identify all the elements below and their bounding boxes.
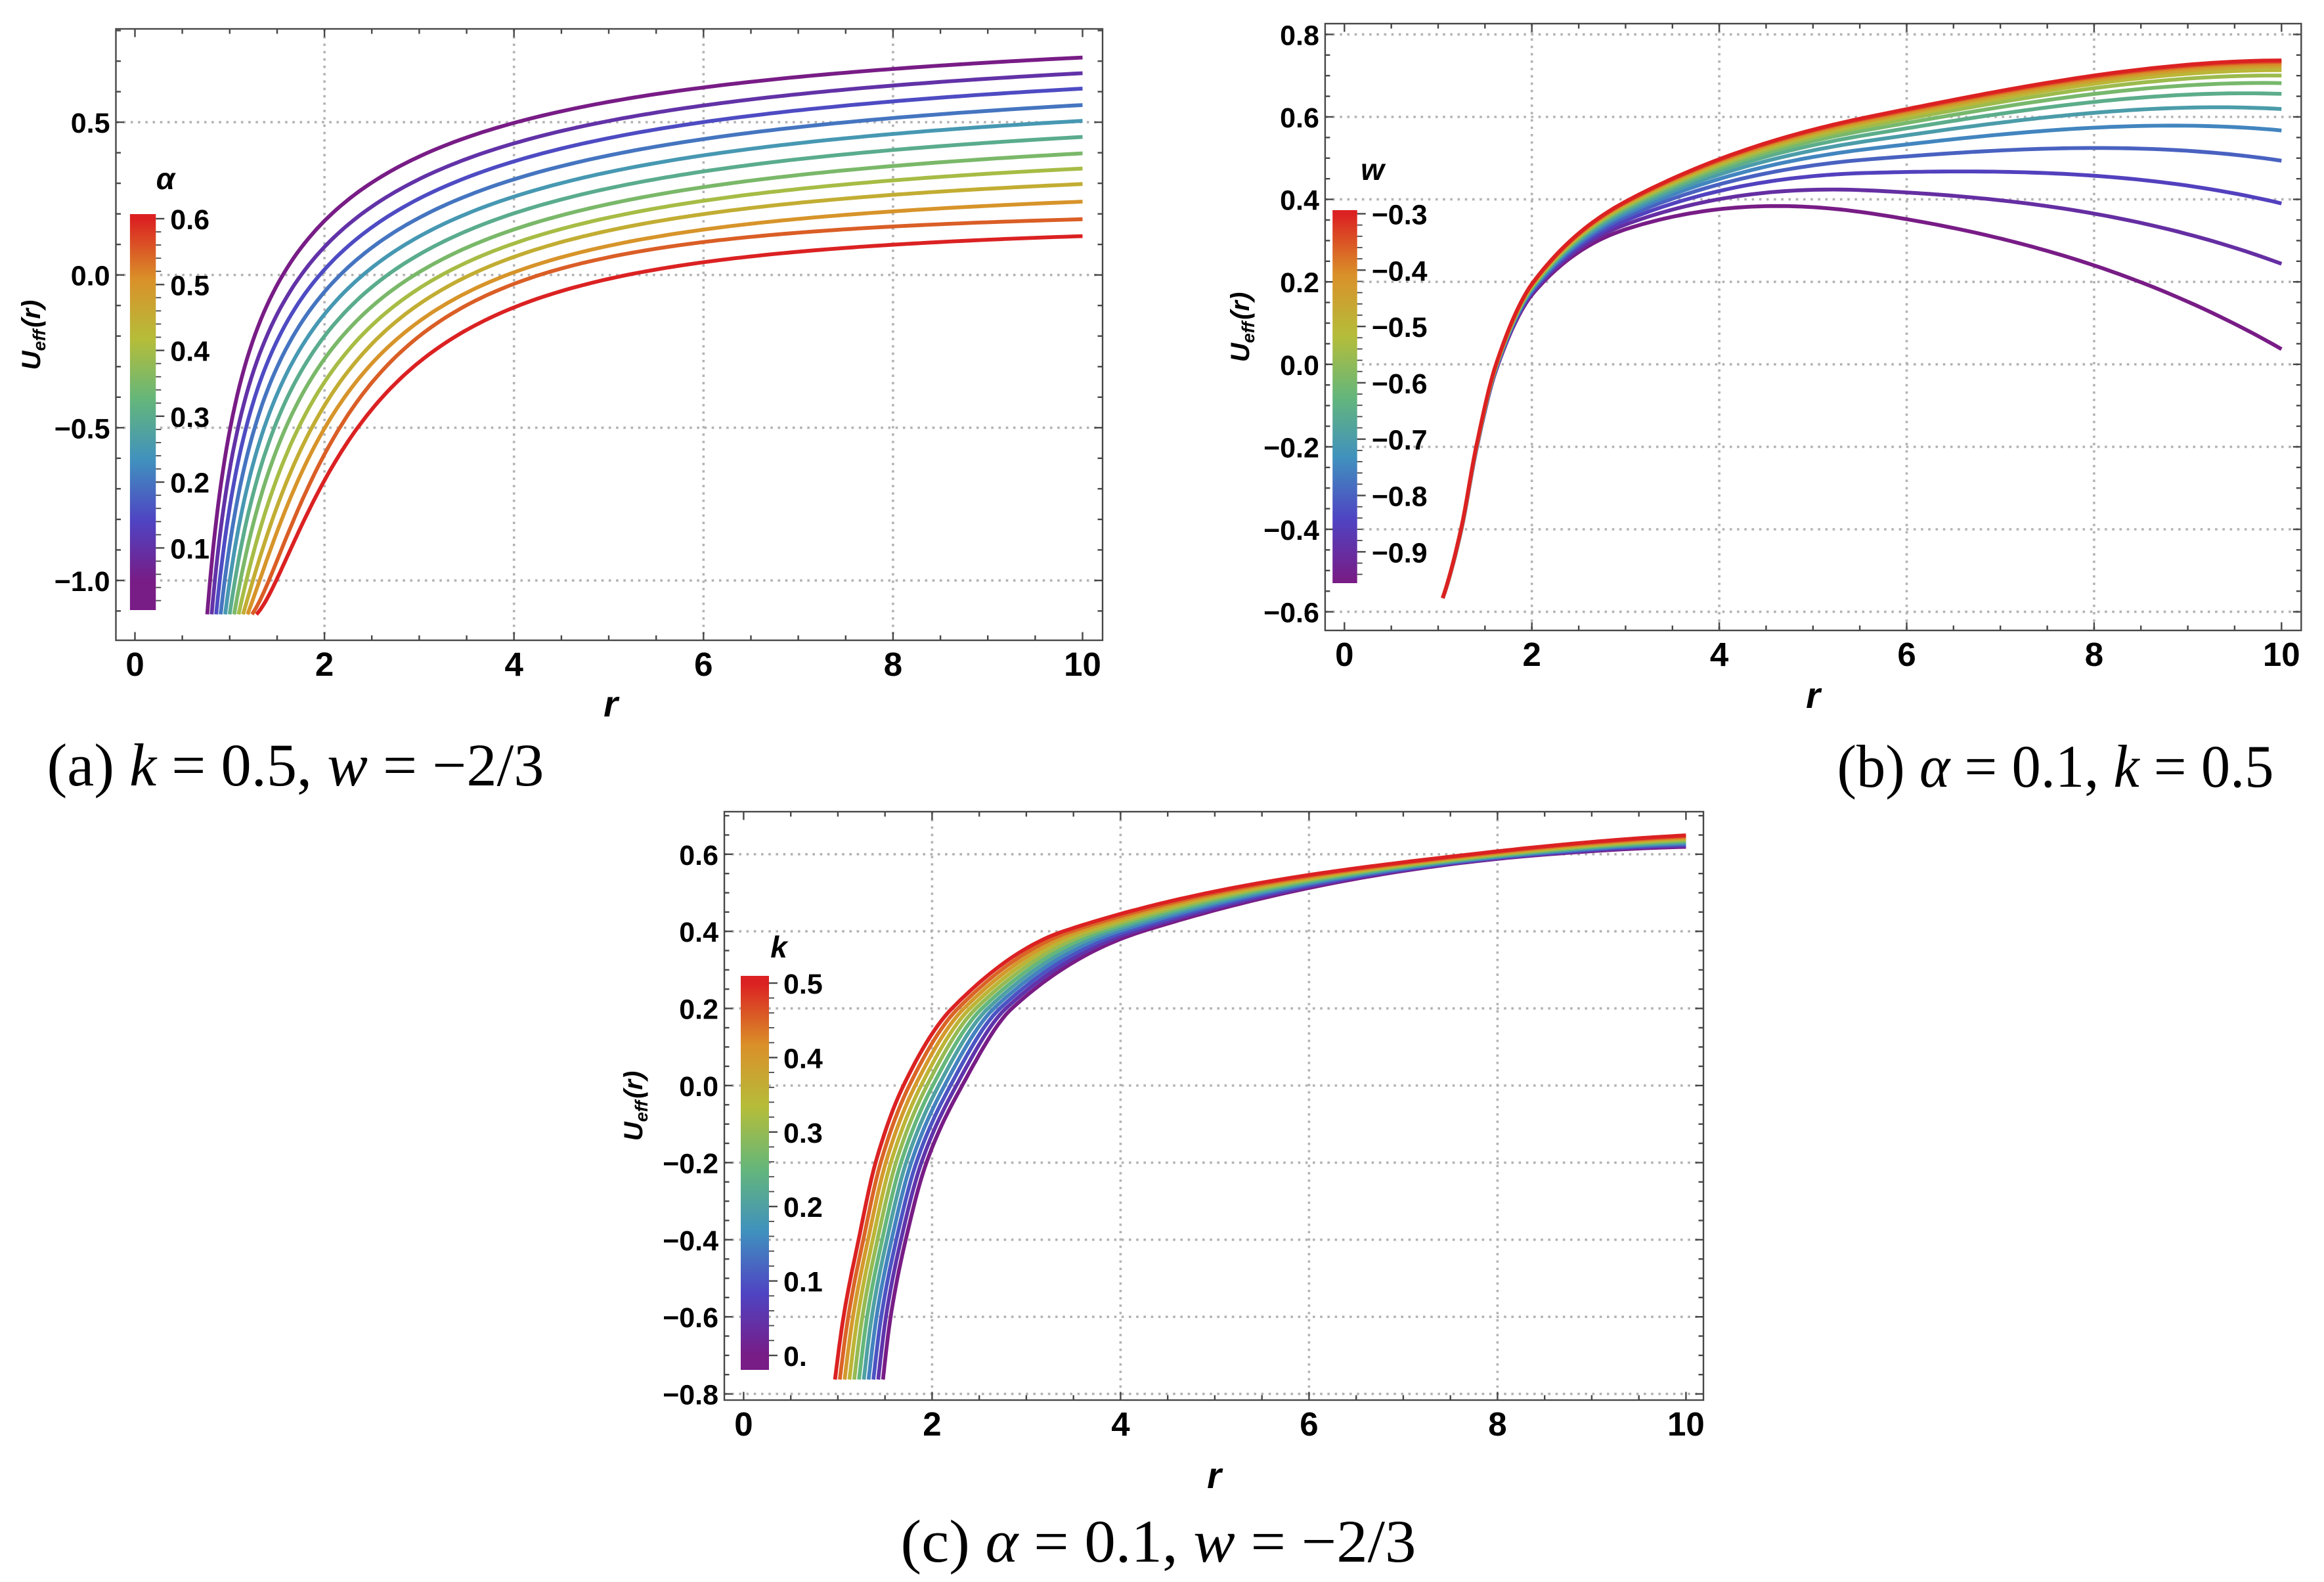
svg-text:(c) α = 0.1, w = −2/3: (c) α = 0.1, w = −2/3 xyxy=(901,1508,1416,1575)
svg-text:4: 4 xyxy=(505,646,524,683)
svg-text:−0.7: −0.7 xyxy=(1372,425,1428,456)
svg-text:0.4: 0.4 xyxy=(1280,185,1319,217)
svg-text:6: 6 xyxy=(1300,1405,1318,1443)
svg-text:0.0: 0.0 xyxy=(1280,350,1319,382)
svg-text:8: 8 xyxy=(884,646,902,683)
svg-text:−0.4: −0.4 xyxy=(663,1225,718,1257)
svg-text:−0.6: −0.6 xyxy=(663,1302,718,1334)
svg-text:4: 4 xyxy=(1111,1405,1130,1443)
svg-text:−0.5: −0.5 xyxy=(1372,312,1428,343)
svg-text:−0.6: −0.6 xyxy=(1372,368,1428,400)
svg-text:2: 2 xyxy=(1523,636,1541,673)
svg-text:0.4: 0.4 xyxy=(170,336,209,368)
svg-text:−0.6: −0.6 xyxy=(1263,598,1319,629)
svg-text:0.2: 0.2 xyxy=(1280,267,1319,299)
svg-text:6: 6 xyxy=(1897,636,1916,673)
svg-text:0.2: 0.2 xyxy=(679,994,718,1026)
svg-text:6: 6 xyxy=(694,646,713,683)
svg-text:0.8: 0.8 xyxy=(1280,20,1319,51)
svg-text:0: 0 xyxy=(734,1405,753,1443)
svg-text:r: r xyxy=(1806,674,1822,716)
svg-text:0.6: 0.6 xyxy=(679,840,718,871)
svg-text:−0.9: −0.9 xyxy=(1372,537,1428,569)
svg-text:−0.4: −0.4 xyxy=(1372,255,1428,287)
svg-text:0.3: 0.3 xyxy=(170,402,209,433)
svg-text:−0.5: −0.5 xyxy=(55,413,110,445)
svg-text:w: w xyxy=(1361,152,1386,187)
svg-text:0: 0 xyxy=(125,646,144,683)
svg-text:0.6: 0.6 xyxy=(170,204,209,236)
svg-text:−0.3: −0.3 xyxy=(1372,200,1428,231)
svg-text:0.2: 0.2 xyxy=(783,1192,823,1223)
svg-text:−0.4: −0.4 xyxy=(1263,515,1319,546)
svg-text:0.3: 0.3 xyxy=(783,1118,823,1149)
svg-text:r: r xyxy=(1207,1455,1223,1496)
svg-text:0.: 0. xyxy=(783,1341,807,1373)
svg-text:Ueff(r): Ueff(r) xyxy=(1226,292,1258,363)
svg-text:8: 8 xyxy=(1488,1405,1506,1443)
svg-text:−0.2: −0.2 xyxy=(663,1148,718,1179)
svg-text:0.1: 0.1 xyxy=(170,533,209,565)
svg-text:10: 10 xyxy=(1667,1405,1705,1443)
svg-text:0.2: 0.2 xyxy=(170,468,209,499)
svg-text:−0.2: −0.2 xyxy=(1263,432,1319,464)
svg-text:4: 4 xyxy=(1710,636,1729,673)
svg-text:10: 10 xyxy=(1064,646,1101,683)
svg-text:0.5: 0.5 xyxy=(783,969,823,1000)
svg-text:r: r xyxy=(603,683,620,724)
svg-text:−0.8: −0.8 xyxy=(1372,481,1428,513)
svg-text:(a) k = 0.5, w = −2/3: (a) k = 0.5, w = −2/3 xyxy=(47,732,544,799)
svg-text:0.0: 0.0 xyxy=(679,1071,718,1103)
svg-text:0.4: 0.4 xyxy=(783,1043,823,1074)
svg-text:10: 10 xyxy=(2263,636,2300,673)
svg-text:0.6: 0.6 xyxy=(1280,102,1319,134)
svg-text:0.5: 0.5 xyxy=(170,270,209,301)
svg-text:(b) α = 0.1, k = 0.5: (b) α = 0.1, k = 0.5 xyxy=(1837,733,2274,800)
svg-text:k: k xyxy=(770,930,789,964)
svg-text:8: 8 xyxy=(2085,636,2103,673)
svg-text:Ueff(r): Ueff(r) xyxy=(619,1071,651,1141)
svg-text:−0.8: −0.8 xyxy=(663,1380,718,1411)
svg-text:α: α xyxy=(156,162,177,196)
svg-text:2: 2 xyxy=(315,646,334,683)
svg-text:0.4: 0.4 xyxy=(679,917,718,948)
svg-text:2: 2 xyxy=(923,1405,941,1443)
svg-text:0: 0 xyxy=(1335,636,1353,673)
svg-text:0.1: 0.1 xyxy=(783,1267,823,1298)
svg-text:−1.0: −1.0 xyxy=(55,566,110,598)
svg-text:0.5: 0.5 xyxy=(71,108,110,139)
svg-text:0.0: 0.0 xyxy=(71,261,110,292)
